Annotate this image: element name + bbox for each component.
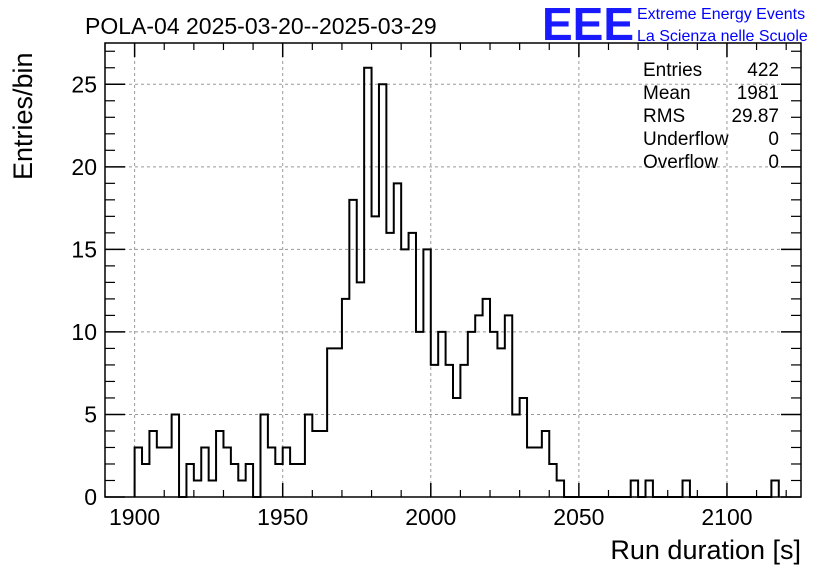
histogram-bin <box>534 447 541 497</box>
histogram-bin <box>357 282 364 497</box>
histogram-bin <box>453 398 460 497</box>
stats-value-underflow: 0 <box>768 129 779 150</box>
histogram-bin <box>372 216 379 497</box>
y-axis-label: Entries/bin <box>8 52 38 180</box>
stats-value-mean: 1981 <box>737 83 779 104</box>
histogram-bin <box>446 365 453 497</box>
histogram-bars <box>133 66 780 498</box>
x-tick-label: 2100 <box>701 504 752 530</box>
histogram-bin <box>505 315 512 497</box>
chart-title: POLA-04 2025-03-20--2025-03-29 <box>85 13 437 39</box>
stats-label-underflow: Underflow <box>643 129 729 150</box>
stats-value-entries: 422 <box>747 60 779 81</box>
histogram-bin <box>631 480 638 497</box>
histogram-bin <box>401 249 408 497</box>
histogram-bin <box>231 464 238 497</box>
histogram-bin <box>349 200 356 497</box>
histogram-bin <box>386 233 393 497</box>
y-tick-label: 5 <box>84 401 97 427</box>
histogram-bin <box>149 431 156 497</box>
histogram-bin <box>298 464 305 497</box>
histogram-bin <box>342 299 349 497</box>
histogram-bin <box>312 431 319 497</box>
stats-value-rms: 29.87 <box>731 106 779 127</box>
plot-frame <box>104 42 802 498</box>
histogram-bin <box>512 414 519 497</box>
histogram-bin <box>497 348 504 497</box>
logo-line-2: La Scienza nelle Scuole <box>637 28 808 45</box>
x-tick-label: 1950 <box>257 504 308 530</box>
y-tick-label: 25 <box>71 71 97 97</box>
histogram-bin <box>394 183 401 497</box>
histogram-bin <box>223 447 230 497</box>
histogram-bin <box>431 365 438 497</box>
histogram-bin <box>520 398 527 497</box>
histogram-bin <box>268 447 275 497</box>
histogram-bin <box>542 431 549 497</box>
y-tick-label: 10 <box>71 319 97 345</box>
histogram-bin <box>135 447 142 497</box>
histogram-bin <box>216 431 223 497</box>
eee-logo: EEE Extreme Energy Events La Scienza nel… <box>542 0 808 50</box>
histogram-bin <box>483 299 490 497</box>
stats-label-overflow: Overflow <box>643 152 718 173</box>
histogram-bin <box>327 348 334 497</box>
histogram-bin <box>379 84 386 497</box>
histogram-bin <box>201 447 208 497</box>
stats-label-entries: Entries <box>643 60 702 81</box>
histogram-bin <box>320 431 327 497</box>
histogram-bin <box>290 464 297 497</box>
x-tick-label: 2050 <box>553 504 604 530</box>
histogram-bin <box>260 414 267 497</box>
histogram-bin <box>157 447 164 497</box>
histogram-bin <box>305 414 312 497</box>
x-axis-label: Run duration [s] <box>610 535 801 565</box>
x-tick-label: 1900 <box>109 504 160 530</box>
histogram-bin <box>142 464 149 497</box>
histogram-outline <box>133 66 780 498</box>
histogram-bin <box>283 447 290 497</box>
histogram-bin <box>475 315 482 497</box>
x-tick-label: 2000 <box>405 504 456 530</box>
y-tick-label: 15 <box>71 236 97 262</box>
histogram-bin <box>172 414 179 497</box>
y-tick-label: 20 <box>71 154 97 180</box>
histogram-bin <box>238 480 245 497</box>
histogram-bin <box>423 249 430 497</box>
grid-lines <box>105 43 801 497</box>
logo-mark: EEE <box>542 0 634 50</box>
logo-line-1: Extreme Energy Events <box>637 6 805 23</box>
stats-label-mean: Mean <box>643 83 691 104</box>
histogram-bin <box>364 68 371 497</box>
histogram-bin <box>771 480 778 497</box>
histogram-bin <box>646 480 653 497</box>
histogram-bin <box>409 233 416 497</box>
histogram-bin <box>549 464 556 497</box>
histogram-bin <box>557 480 564 497</box>
histogram-bin <box>164 447 171 497</box>
histogram-bin <box>683 480 690 497</box>
histogram-bin <box>246 464 253 497</box>
axis-ticks: 1900 1950 2000 2050 2100 0 5 10 15 20 25 <box>71 43 801 530</box>
stats-label-rms: RMS <box>643 106 685 127</box>
histogram-bin <box>275 464 282 497</box>
histogram-bin <box>335 348 342 497</box>
histogram-bin <box>194 480 201 497</box>
y-tick-label: 0 <box>84 484 97 510</box>
histogram-bin <box>527 447 534 497</box>
histogram-bin <box>209 480 216 497</box>
histogram-bin <box>460 365 467 497</box>
stats-value-overflow: 0 <box>768 152 779 173</box>
histogram-bin <box>186 464 193 497</box>
